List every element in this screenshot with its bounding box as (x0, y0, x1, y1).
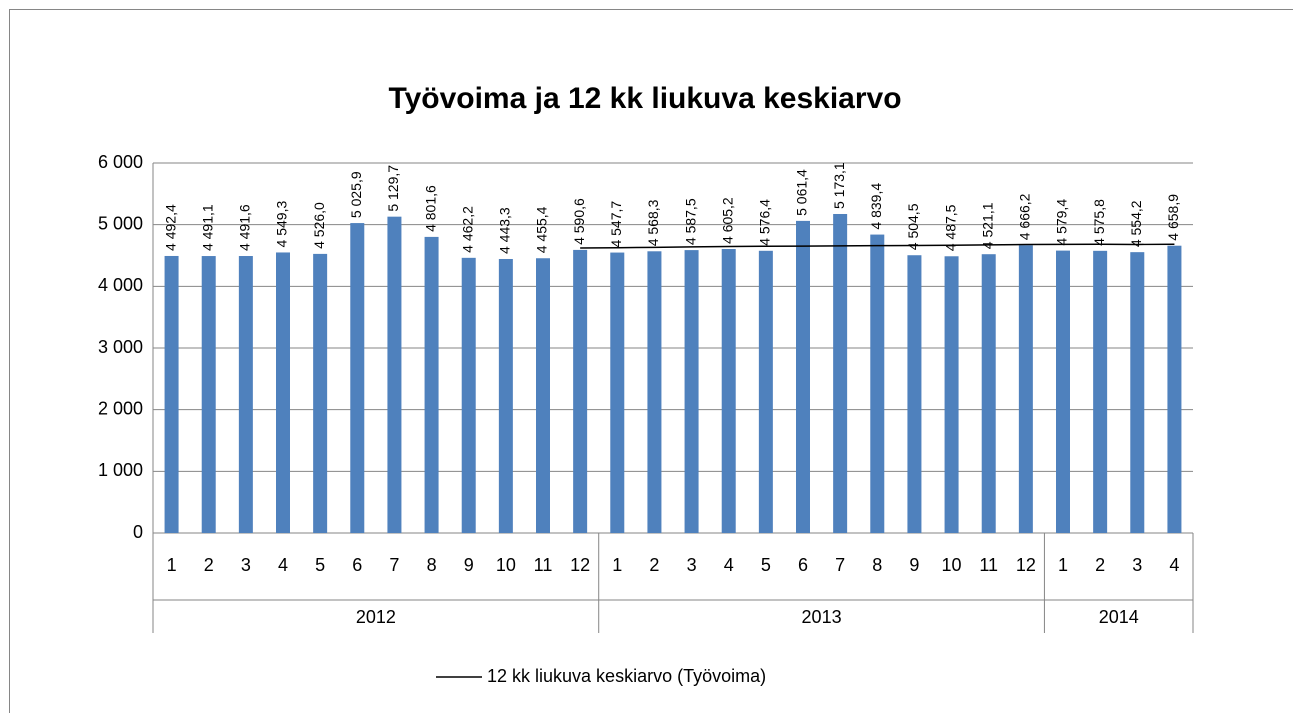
y-tick-label: 3 000 (98, 337, 143, 357)
value-label: 4 554,2 (1128, 200, 1144, 247)
x-tick-label: 9 (464, 555, 474, 575)
bar (201, 256, 216, 533)
value-label: 4 801,6 (422, 185, 438, 232)
bar (758, 250, 773, 533)
bar (721, 249, 736, 533)
value-label: 4 504,5 (905, 203, 921, 250)
x-tick-label: 5 (761, 555, 771, 575)
value-label: 4 605,2 (719, 197, 735, 244)
bar (907, 255, 922, 533)
x-tick-label: 10 (496, 555, 516, 575)
bar (1167, 245, 1182, 533)
x-tick-label: 12 (570, 555, 590, 575)
x-tick-label: 2 (1095, 555, 1105, 575)
x-tick-label: 2 (649, 555, 659, 575)
x-tick-label: 1 (1058, 555, 1068, 575)
bar (387, 216, 402, 533)
value-label: 4 492,4 (162, 204, 178, 251)
x-tick-label: 7 (835, 555, 845, 575)
x-tick-label: 3 (1132, 555, 1142, 575)
x-tick-label: 12 (1016, 555, 1036, 575)
value-label: 4 455,4 (534, 206, 550, 253)
value-label: 4 521,1 (979, 202, 995, 249)
x-tick-label: 7 (389, 555, 399, 575)
bar (536, 258, 550, 533)
value-label: 4 576,4 (757, 199, 773, 246)
bar (1056, 250, 1070, 533)
x-tick-label: 11 (534, 555, 553, 575)
bar (1130, 252, 1145, 534)
value-label: 4 839,4 (868, 183, 884, 230)
bar (164, 255, 179, 533)
year-label: 2012 (356, 607, 396, 627)
value-label: 4 547,7 (608, 201, 624, 248)
y-tick-label: 1 000 (98, 460, 143, 480)
value-label: 4 666,2 (1017, 193, 1033, 240)
x-tick-label: 6 (798, 555, 808, 575)
x-tick-label: 4 (724, 555, 734, 575)
y-tick-label: 6 000 (98, 152, 143, 172)
bar (870, 234, 885, 534)
value-label: 5 025,9 (348, 171, 364, 218)
x-tick-label: 5 (315, 555, 325, 575)
bar (610, 252, 625, 533)
value-label: 4 587,5 (682, 198, 698, 245)
bar (1018, 245, 1033, 533)
y-tick-label: 5 000 (98, 213, 143, 233)
year-label: 2013 (802, 607, 842, 627)
bar (238, 256, 253, 533)
year-label: 2014 (1099, 607, 1139, 627)
chart-title: Työvoima ja 12 kk liukuva keskiarvo (388, 82, 901, 115)
bar (1093, 250, 1108, 533)
x-tick-label: 4 (278, 555, 288, 575)
x-tick-label: 4 (1169, 555, 1179, 575)
value-label: 4 590,6 (571, 198, 587, 245)
x-tick-label: 10 (942, 555, 962, 575)
x-tick-label: 2 (204, 555, 214, 575)
value-label: 5 173,1 (831, 162, 847, 209)
value-label: 4 491,6 (237, 204, 253, 251)
y-tick-label: 4 000 (98, 275, 143, 295)
bar (573, 249, 588, 533)
bar (424, 236, 439, 533)
x-tick-label: 11 (979, 555, 998, 575)
value-label: 4 526,0 (311, 202, 327, 249)
bar (796, 220, 810, 533)
x-tick-label: 6 (352, 555, 362, 575)
value-label: 5 061,4 (794, 169, 810, 216)
bar (461, 257, 476, 533)
value-label: 4 579,4 (1054, 199, 1070, 246)
legend-label: 12 kk liukuva keskiarvo (Työvoima) (487, 666, 766, 686)
value-label: 4 575,8 (1091, 199, 1107, 246)
x-tick-label: 3 (687, 555, 697, 575)
value-label: 4 658,9 (1165, 194, 1181, 241)
x-tick-label: 1 (167, 555, 177, 575)
bar (981, 254, 996, 533)
bar (498, 258, 513, 533)
x-tick-label: 3 (241, 555, 251, 575)
bar (684, 250, 699, 533)
value-label: 4 491,1 (199, 204, 215, 251)
x-tick-label: 8 (427, 555, 437, 575)
value-label: 4 443,3 (497, 207, 513, 254)
value-label: 4 568,3 (645, 199, 661, 246)
bar (313, 253, 328, 533)
y-tick-label: 2 000 (98, 398, 143, 418)
y-tick-label: 0 (133, 522, 143, 542)
value-label: 5 129,7 (385, 165, 401, 212)
bar (647, 251, 662, 534)
bar (944, 256, 959, 533)
value-label: 4 462,2 (459, 206, 475, 253)
value-label: 4 487,5 (942, 204, 958, 251)
x-tick-label: 8 (872, 555, 882, 575)
bar (276, 252, 290, 533)
bar (350, 223, 365, 533)
x-tick-label: 9 (909, 555, 919, 575)
value-label: 4 549,3 (274, 201, 290, 248)
bar (833, 213, 848, 533)
moving-average-line (580, 243, 1175, 249)
x-tick-label: 1 (612, 555, 622, 575)
